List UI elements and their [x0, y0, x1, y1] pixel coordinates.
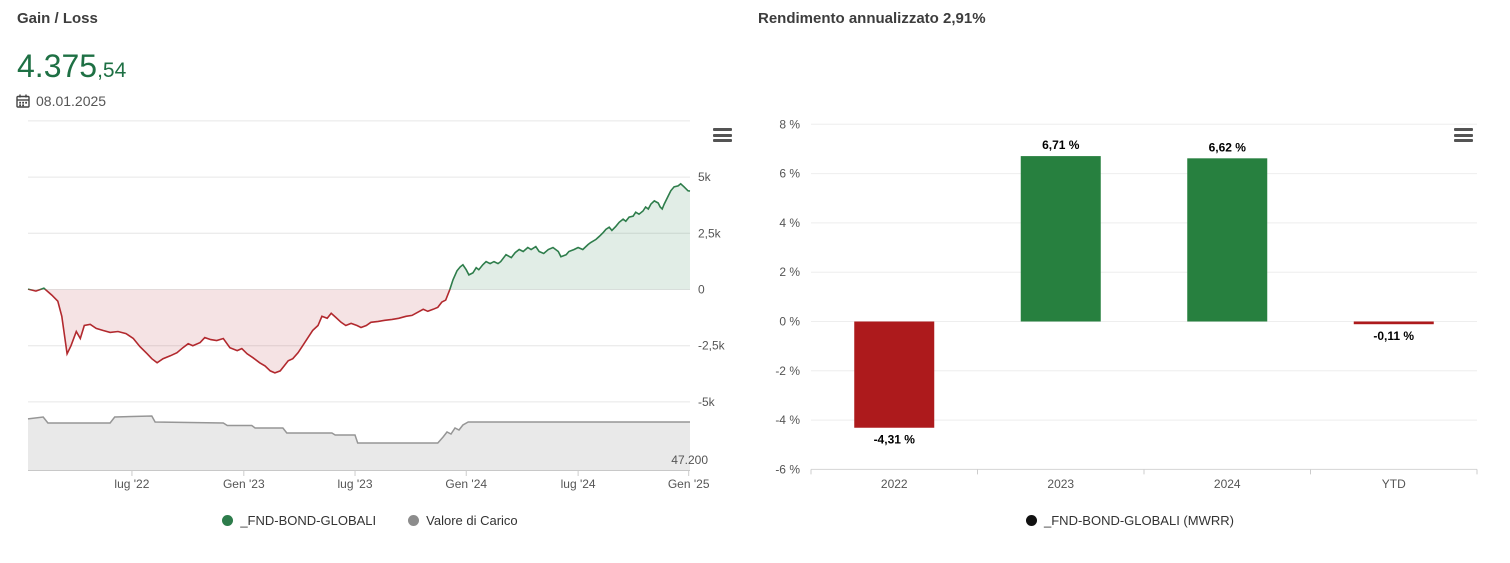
legend-label: Valore di Carico [426, 513, 518, 528]
gain-loss-value-integer: 4.375 [17, 48, 98, 84]
gain-loss-area-negative [28, 289, 690, 373]
gain-loss-series-positive[interactable] [27, 182, 691, 373]
y-axis-label: 2,5k [698, 226, 722, 240]
annualized-return-chart-menu-button[interactable] [1454, 128, 1473, 142]
bar-2024[interactable] [1187, 158, 1268, 322]
gain-loss-area-positive [28, 183, 690, 290]
bar-value-label: 6,71 % [1042, 138, 1080, 152]
y-axis-label: -2 % [775, 364, 800, 378]
bar-YTD[interactable] [1353, 321, 1434, 325]
category-label: 2024 [1214, 477, 1241, 491]
legend-marker-icon [1026, 515, 1038, 526]
bar-2023[interactable] [1020, 156, 1101, 322]
x-axis-label: Gen '23 [223, 477, 265, 491]
y-axis-label: 2 % [779, 265, 800, 279]
y-axis-label: 6 % [779, 167, 800, 181]
category-label: YTD [1382, 477, 1406, 491]
bar-2022[interactable] [854, 321, 935, 428]
legend-item[interactable]: _FND-BOND-GLOBALI (MWRR) [1026, 513, 1234, 528]
gain-loss-value-decimals: ,54 [97, 59, 127, 82]
bar-value-label: -0,11 % [1373, 329, 1414, 343]
legend-marker-icon [222, 515, 234, 526]
y-axis-label: -4 % [775, 413, 800, 427]
x-axis-label: Gen '24 [445, 477, 487, 491]
gain-loss-date: 08.01.2025 [16, 93, 106, 109]
x-axis-label: lug '23 [338, 477, 373, 491]
bar-value-label: -4,31 % [874, 433, 916, 447]
legend-marker-icon [408, 515, 420, 526]
hamburger-menu-icon [1454, 128, 1473, 131]
x-axis-label: lug '24 [561, 477, 596, 491]
gain-loss-series-negative[interactable] [27, 184, 690, 374]
legend-item[interactable]: _FND-BOND-GLOBALI [222, 513, 376, 528]
y-axis-label: 0 % [779, 315, 800, 329]
annualized-return-chart: 8 % 6 % 4 % 2 % 0 % -2 % -4 % -6 % -4,31 % 2022 6,… [775, 117, 1478, 491]
legend-label: _FND-BOND-GLOBALI (MWRR) [1044, 513, 1234, 528]
annualized-return-title: Rendimento annualizzato 2,91% [758, 10, 986, 27]
gain-loss-title: Gain / Loss [17, 10, 98, 27]
legend-label: _FND-BOND-GLOBALI [240, 513, 377, 528]
gain-loss-date-label: 08.01.2025 [36, 93, 107, 109]
hamburger-menu-icon [713, 128, 732, 131]
y-axis-label: -6 % [775, 462, 800, 476]
y-axis-label: 0 [698, 283, 705, 297]
y-axis-label: 8 % [779, 117, 800, 131]
legend-item[interactable]: Valore di Carico [408, 513, 518, 528]
y-axis-label: -2,5k [698, 339, 726, 353]
gain-loss-value: 4.375,54 [17, 50, 126, 82]
y-axis-label: 5k [698, 170, 712, 184]
gain-loss-legend: _FND-BOND-GLOBALI Valore di Carico [0, 513, 740, 528]
gain-loss-chart-menu-button[interactable] [713, 128, 732, 142]
y-axis-label: 4 % [779, 216, 800, 230]
category-label: 2022 [881, 477, 908, 491]
calendar-icon [16, 94, 30, 108]
category-label: 2023 [1047, 477, 1074, 491]
y-axis-label: -5k [698, 395, 716, 409]
annualized-return-legend: _FND-BOND-GLOBALI (MWRR) [750, 513, 1510, 528]
carico-series[interactable] [27, 415, 690, 444]
x-axis-label: lug '22 [114, 477, 149, 491]
bar-value-label: 6,62 % [1209, 140, 1247, 154]
x-axis-label: Gen '25 [668, 477, 710, 491]
gain-loss-chart: 5k 2,5k 0 -2,5k -5k 47.200 lug '22 Gen '23 lug '… [27, 120, 726, 491]
carico-value-label: 47.200 [671, 453, 708, 467]
